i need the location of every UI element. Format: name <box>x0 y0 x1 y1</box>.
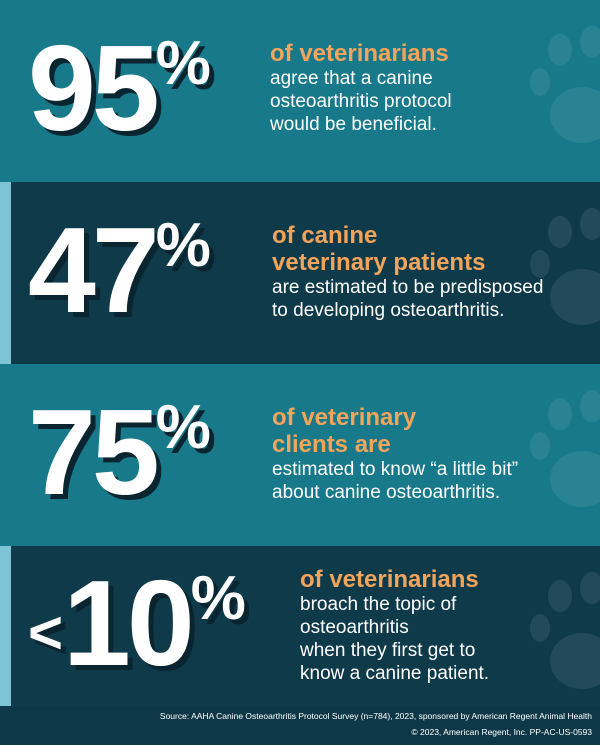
copyright: © 2023, American Regent, Inc. PP-AC-US-0… <box>411 727 592 737</box>
stat-value: 95 <box>28 20 160 156</box>
stat-body: agree that a canine <box>270 68 433 89</box>
stat-heading: clients are <box>272 431 391 458</box>
stat-text: of canine veterinary patients are estimate… <box>272 222 543 322</box>
stat-unit: % <box>155 29 211 98</box>
stat-body: about canine osteoarthritis. <box>272 482 501 503</box>
stat-value: 47 <box>28 202 160 338</box>
stat-body: are estimated to be predisposed <box>272 277 544 298</box>
stat-heading: of veterinarians <box>300 566 479 593</box>
stat-prefix: < <box>28 598 64 666</box>
stat-section: <10% of veterinarians broach the topic of o… <box>0 546 600 706</box>
stat-body: to developing osteoarthritis. <box>272 300 505 321</box>
stat-text: of veterinarians broach the topic of osteo… <box>300 566 489 685</box>
side-stripe <box>0 546 11 706</box>
stat-number: <10% <box>28 562 246 684</box>
stat-number: 47% <box>28 209 211 331</box>
stat-unit: % <box>190 564 246 633</box>
stat-body: osteoarthritis protocol <box>270 91 452 112</box>
stat-number: 75% <box>28 391 211 513</box>
stat-value: 10 <box>63 555 195 691</box>
side-stripe <box>0 182 11 364</box>
stat-number: 95% <box>28 27 211 149</box>
stat-unit: % <box>155 393 211 462</box>
stat-text: of veterinarians agree that a canine osteo… <box>270 40 452 136</box>
paw-print <box>530 572 600 689</box>
paw-print <box>530 26 600 143</box>
stat-body: estimated to know “a little bit” <box>272 459 519 480</box>
paw-print <box>530 208 600 325</box>
stat-body: would be beneficial. <box>270 114 437 135</box>
stat-heading: of veterinarians <box>270 40 449 67</box>
stat-unit: % <box>155 211 211 280</box>
stat-heading: of veterinary <box>272 404 417 431</box>
stat-heading: of canine <box>272 222 378 249</box>
stat-section: 75% of veterinary clients are estimated to … <box>0 364 600 546</box>
paw-print <box>530 390 600 507</box>
stat-value: 75 <box>28 384 160 520</box>
stat-text: of veterinary clients are estimated to kno… <box>272 404 518 504</box>
stat-body: osteoarthritis <box>300 617 409 638</box>
source: Source: AAHA Canine Osteoarthritis Proto… <box>159 711 592 721</box>
stat-body: broach the topic of <box>300 594 457 615</box>
stat-body: know a canine patient. <box>300 663 490 684</box>
stat-heading: veterinary patients <box>272 249 486 276</box>
stat-section: 47% of canine veterinary patients are estim… <box>0 182 600 364</box>
stat-section: 95% of veterinarians agree that a canine os… <box>0 0 600 182</box>
stat-body: when they first get to <box>300 640 476 661</box>
